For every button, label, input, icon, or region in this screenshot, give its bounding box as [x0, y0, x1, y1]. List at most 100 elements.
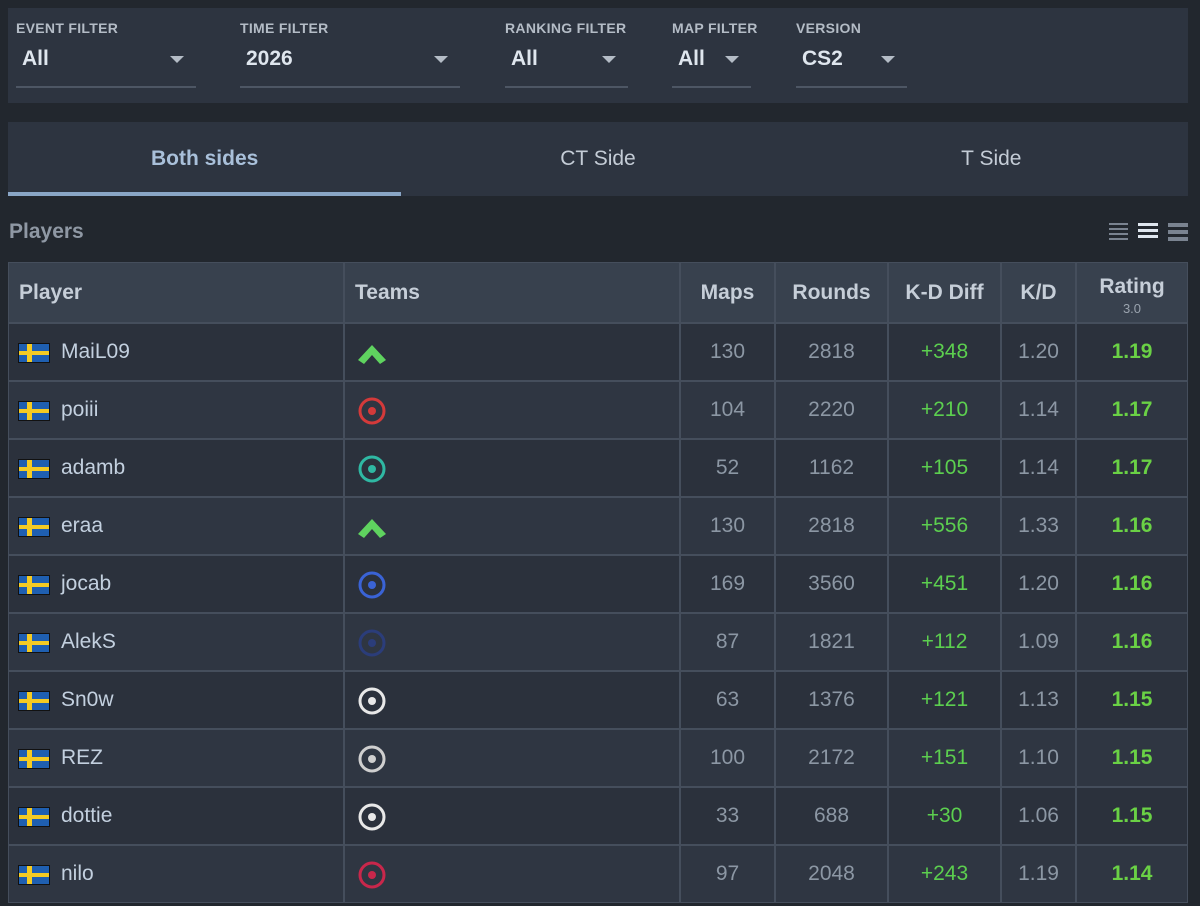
stat-cell: 2172	[775, 729, 888, 787]
stat-cell: +112	[888, 613, 1001, 671]
stat-value: 130	[709, 340, 746, 363]
stat-value: 1.19	[1018, 862, 1059, 885]
player-cell: nilo	[8, 845, 344, 903]
player-cell: eraa	[8, 497, 344, 555]
stat-value: 1.19	[1111, 340, 1153, 363]
stat-cell: 1821	[775, 613, 888, 671]
column-header[interactable]: K-D Diff	[888, 262, 1001, 323]
filter-dropdown[interactable]: 2026	[240, 42, 460, 88]
player-cell: jocab	[8, 555, 344, 613]
team-logo[interactable]	[355, 394, 389, 428]
team-logo[interactable]	[355, 510, 389, 544]
stat-value: 2048	[808, 862, 855, 885]
stat-cell: 1162	[775, 439, 888, 497]
tab[interactable]: Both sides	[8, 122, 402, 196]
flag	[18, 401, 50, 421]
dropdown-arrow	[725, 56, 739, 63]
stat-cell: 1.06	[1001, 787, 1076, 845]
stat-cell: 1.14	[1076, 845, 1188, 903]
player-name[interactable]: jocab	[61, 572, 112, 595]
stat-value: 169	[709, 572, 746, 595]
flag	[18, 575, 50, 595]
stat-cell: 130	[680, 497, 775, 555]
flag	[18, 865, 50, 885]
stat-cell: 1.15	[1076, 787, 1188, 845]
filter-label: VERSION	[796, 20, 862, 36]
team-cell	[344, 555, 680, 613]
stat-cell: 1.13	[1001, 671, 1076, 729]
filter-dropdown[interactable]: All	[505, 42, 628, 88]
player-name[interactable]: AlekS	[61, 630, 116, 653]
stat-value: +105	[920, 456, 969, 479]
stat-cell: 169	[680, 555, 775, 613]
stat-value: 1.16	[1111, 572, 1153, 595]
stat-cell: 1.33	[1001, 497, 1076, 555]
team-logo[interactable]	[355, 452, 389, 486]
stat-cell: +556	[888, 497, 1001, 555]
column-header[interactable]: K/D	[1001, 262, 1076, 323]
stat-cell: 2818	[775, 497, 888, 555]
view-icons[interactable]	[1106, 220, 1190, 242]
filter-label: TIME FILTER	[240, 20, 329, 36]
stat-cell: 3560	[775, 555, 888, 613]
stat-value: 1.15	[1111, 746, 1153, 769]
player-name[interactable]: eraa	[61, 514, 104, 537]
team-logo[interactable]	[355, 684, 389, 718]
team-logo[interactable]	[355, 626, 389, 660]
tab[interactable]: CT Side	[560, 147, 636, 170]
stat-value: 1.33	[1018, 514, 1059, 537]
stat-value: 1.16	[1111, 514, 1153, 537]
column-header[interactable]: Teams	[344, 262, 680, 323]
team-logo[interactable]	[355, 336, 389, 370]
stat-cell: 100	[680, 729, 775, 787]
team-logo[interactable]	[355, 800, 389, 834]
team-logo[interactable]	[355, 858, 389, 892]
filter-label: MAP FILTER	[672, 20, 758, 36]
stats-table: Player Teams Maps Rounds K-D Diff K/D Rating 3.…	[8, 262, 1188, 906]
player-name[interactable]: REZ	[61, 746, 103, 769]
flag	[18, 633, 50, 653]
tab[interactable]: T Side	[961, 147, 1022, 170]
player-name[interactable]: MaiL09	[61, 340, 130, 363]
header-text: Maps	[700, 280, 755, 304]
stat-value: 1.10	[1018, 746, 1059, 769]
column-header[interactable]: Maps	[680, 262, 775, 323]
flag	[18, 691, 50, 711]
stat-value: 33	[715, 804, 740, 827]
team-logo[interactable]	[355, 742, 389, 776]
player-name[interactable]: nilo	[61, 862, 94, 885]
stat-cell: 688	[775, 787, 888, 845]
stat-cell: 1.10	[1001, 729, 1076, 787]
team-logo[interactable]	[355, 568, 389, 602]
player-name[interactable]: adamb	[61, 456, 126, 479]
stat-cell: 130	[680, 323, 775, 381]
dropdown-arrow	[602, 56, 616, 63]
team-cell	[344, 787, 680, 845]
stat-cell: 1.16	[1076, 555, 1188, 613]
stat-cell: 97	[680, 845, 775, 903]
team-cell	[344, 613, 680, 671]
player-name[interactable]: poiii	[61, 398, 99, 421]
player-name[interactable]: Sn0w	[61, 688, 114, 711]
flag	[18, 517, 50, 537]
filter-dropdown[interactable]: All	[16, 42, 196, 88]
stat-value: 1.14	[1018, 398, 1059, 421]
stat-cell: 2818	[775, 323, 888, 381]
stat-value: 2818	[808, 340, 855, 363]
player-cell: MaiL09	[8, 323, 344, 381]
column-header[interactable]: Rating 3.0	[1076, 262, 1188, 323]
player-cell: poiii	[8, 381, 344, 439]
column-header[interactable]: Player	[8, 262, 344, 323]
stat-value: 1.06	[1018, 804, 1059, 827]
stat-value: +210	[920, 398, 969, 421]
column-header[interactable]: Rounds	[775, 262, 888, 323]
team-cell	[344, 497, 680, 555]
stat-cell: +30	[888, 787, 1001, 845]
filter-dropdown[interactable]: CS2	[796, 42, 907, 88]
player-name[interactable]: dottie	[61, 804, 113, 827]
stat-value: 1.14	[1111, 862, 1153, 885]
filter-dropdown[interactable]: All	[672, 42, 751, 88]
stat-cell: 87	[680, 613, 775, 671]
stat-value: 2818	[808, 514, 855, 537]
stat-value: +112	[921, 630, 968, 653]
